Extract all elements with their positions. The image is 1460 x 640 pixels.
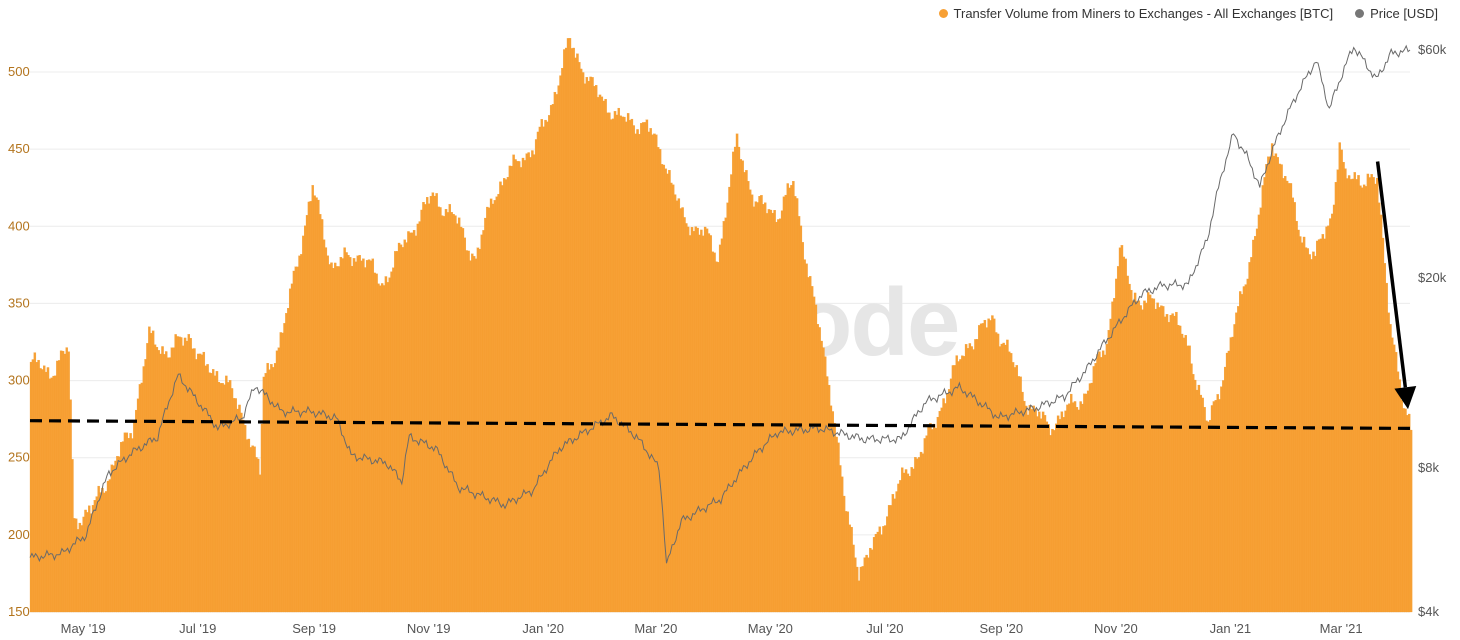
left-tick-label: 450 — [8, 141, 30, 156]
right-axis: $4k $8k $20k $60k — [1418, 42, 1447, 619]
x-tick-label: Sep '20 — [979, 621, 1023, 636]
x-tick-label: Jul '20 — [866, 621, 903, 636]
left-tick-label: 300 — [8, 373, 30, 388]
price-line — [29, 44, 1411, 564]
left-tick-label: 200 — [8, 527, 30, 542]
x-tick-label: Mar '20 — [634, 621, 677, 636]
legend: Transfer Volume from Miners to Exchanges… — [917, 6, 1438, 21]
x-tick-label: Sep '19 — [292, 621, 336, 636]
legend-item-price[interactable]: Price [USD] — [1355, 6, 1438, 21]
volume-bars — [29, 38, 1413, 613]
right-tick-label: $8k — [1418, 460, 1439, 475]
x-tick-label: May '19 — [61, 621, 106, 636]
volume-legend-swatch — [938, 9, 948, 18]
x-tick-label: Jan '21 — [1210, 621, 1252, 636]
left-tick-label: 400 — [8, 218, 30, 233]
x-axis: May '19 Jul '19 Sep '19 Nov '19 Jan '20 Mar '… — [61, 621, 1363, 636]
arrow-shaft — [1375, 161, 1408, 388]
x-tick-label: May '20 — [748, 621, 793, 636]
left-tick-label: 500 — [8, 64, 30, 79]
arrow-head — [1394, 385, 1417, 410]
legend-volume-label: Transfer Volume from Miners to Exchanges… — [953, 6, 1334, 21]
x-tick-label: Nov '19 — [407, 621, 451, 636]
left-axis: 150 200 250 300 350 400 450 500 — [8, 64, 30, 619]
legend-price-label: Price [USD] — [1370, 6, 1438, 21]
x-tick-label: Mar '21 — [1320, 621, 1363, 636]
right-tick-label: $60k — [1418, 42, 1447, 57]
left-tick-label: 350 — [8, 295, 30, 310]
down-arrow-annotation — [1375, 161, 1417, 410]
x-tick-label: Jul '19 — [179, 621, 216, 636]
legend-item-volume[interactable]: Transfer Volume from Miners to Exchanges… — [938, 6, 1334, 21]
left-tick-label: 150 — [8, 604, 30, 619]
x-tick-label: Jan '20 — [522, 621, 564, 636]
volume-bar — [1409, 429, 1413, 613]
right-tick-label: $20k — [1418, 270, 1447, 285]
x-tick-label: Nov '20 — [1094, 621, 1138, 636]
dashed-trendline — [29, 419, 1411, 430]
price-legend-swatch — [1355, 9, 1365, 18]
left-tick-label: 250 — [8, 450, 30, 465]
right-tick-label: $4k — [1418, 604, 1439, 619]
